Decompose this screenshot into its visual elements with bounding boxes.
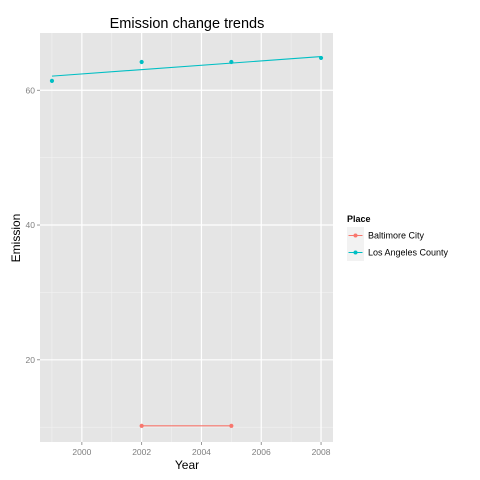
x-axis-title: Year <box>175 458 199 472</box>
data-points <box>49 55 324 428</box>
grid-minor <box>40 33 333 442</box>
data-point-los-angeles-county <box>229 59 234 65</box>
x-tick-label: 2008 <box>312 447 331 457</box>
legend-title: Place <box>347 214 371 224</box>
data-point-los-angeles-county <box>49 78 55 83</box>
chart-title: Emission change trends <box>110 16 265 32</box>
trend-lines <box>51 56 322 427</box>
data-point-baltimore-city <box>229 423 234 428</box>
y-axis-ticks: 20 40 60 <box>26 85 40 365</box>
legend-items: Baltimore City Los Angeles County <box>347 227 449 261</box>
x-axis-ticks: 2000 2002 2004 2006 2008 <box>72 442 331 457</box>
x-tick-label: 2006 <box>252 447 271 457</box>
x-tick-label: 2004 <box>192 447 211 457</box>
y-tick-label: 40 <box>26 220 36 230</box>
y-tick-label: 60 <box>26 85 36 95</box>
legend-key-point-baltimore-city <box>353 233 358 238</box>
y-axis-title: Emission <box>9 214 23 263</box>
legend-label-baltimore-city: Baltimore City <box>368 231 425 241</box>
legend: Place Baltimore City Los Angeles County <box>347 214 449 261</box>
data-point-baltimore-city <box>139 423 144 428</box>
x-tick-label: 2000 <box>72 447 91 457</box>
plot-panel <box>40 33 333 442</box>
grid-major <box>40 33 333 442</box>
y-tick-label: 20 <box>26 355 36 365</box>
legend-label-los-angeles-county: Los Angeles County <box>368 248 449 258</box>
legend-key-point-los-angeles-county <box>353 250 358 255</box>
x-tick-label: 2002 <box>132 447 151 457</box>
data-point-los-angeles-county <box>139 59 144 65</box>
trend-line-los-angeles-county <box>51 56 322 77</box>
data-point-los-angeles-county <box>318 55 324 61</box>
